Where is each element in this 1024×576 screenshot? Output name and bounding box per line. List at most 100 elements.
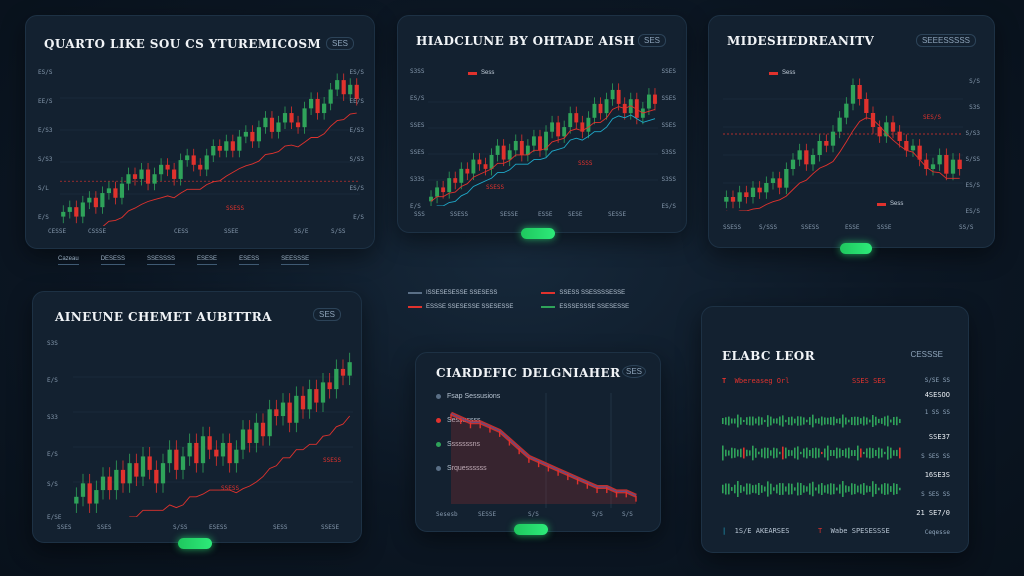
candle (429, 196, 433, 202)
panel-badge[interactable]: SES (312, 308, 341, 321)
candle (897, 131, 902, 141)
y-tick: S3S (47, 340, 58, 347)
volume-bar (887, 415, 889, 427)
order-label: Wbereaseg Orl (734, 377, 790, 385)
footer-value: Ceqesse (924, 529, 950, 536)
candle (646, 94, 651, 109)
live-indicator-pill[interactable] (514, 524, 548, 535)
footer-item[interactable]: | 1S/E AKEARSES (722, 527, 789, 535)
volume-bar (743, 486, 745, 492)
volume-bar (815, 487, 817, 491)
tab[interactable]: DESESS (100, 256, 126, 265)
volume-bar (866, 417, 868, 425)
panel-badge[interactable]: CESSSE (910, 350, 943, 359)
volume-bar (764, 486, 766, 492)
panel-badge[interactable]: SES (621, 365, 646, 378)
volume-bar (896, 416, 898, 426)
list-item[interactable]: Sssssssns (436, 441, 500, 448)
volume-bar (812, 481, 814, 497)
candle (276, 122, 281, 132)
legend-row: ISSESESESSE SSESESS (408, 290, 513, 296)
tab[interactable]: SSESSSS (147, 256, 176, 265)
volume-bar (767, 481, 769, 497)
candle (87, 483, 92, 504)
candlestick-chart[interactable] (73, 342, 353, 517)
volume-bar (899, 418, 901, 424)
x-tick: SESSE (478, 511, 497, 518)
candle (495, 145, 500, 155)
y-tick: E/S (410, 203, 421, 210)
candle (519, 141, 524, 155)
x-tick: SSESS (450, 211, 469, 218)
candle (134, 463, 139, 477)
volume-bar (857, 445, 859, 461)
volume-bar (737, 414, 739, 428)
footer-item[interactable]: T Wabe SPESESSSE (818, 527, 890, 535)
candle (574, 113, 579, 123)
candle (328, 89, 333, 104)
tab[interactable]: SEESSSE (281, 256, 310, 265)
live-indicator-pill[interactable] (178, 538, 212, 549)
legend-item: Sess (769, 70, 795, 76)
candle (857, 85, 862, 99)
volume-bar (863, 416, 865, 426)
tab[interactable]: ESESE (197, 256, 218, 265)
volume-bar (737, 449, 739, 457)
panel-badge[interactable]: SES (325, 37, 354, 50)
bullet-icon (436, 394, 441, 399)
candle (132, 174, 138, 179)
volume-bar (800, 416, 802, 426)
volume-bars[interactable] (722, 403, 902, 507)
candle (348, 84, 353, 95)
x-tick: CSSSE (88, 228, 107, 235)
volume-bar (746, 417, 748, 425)
panel-title: HIADCLUNE BY OHTADE AISH (416, 34, 636, 48)
x-tick: CESS (174, 228, 189, 235)
candle (525, 145, 530, 155)
sell-marker-icon: T (722, 377, 727, 385)
panel-badge[interactable]: SES (637, 34, 666, 47)
list-item[interactable]: Fsap Sessusions (436, 393, 500, 400)
tab[interactable]: ESESS (239, 256, 260, 265)
volume-bar (881, 484, 883, 494)
volume-bar (851, 483, 853, 495)
candle (610, 89, 615, 100)
list-item[interactable]: Srquessssss (436, 465, 500, 472)
panel-market-overview: QUARTO LIKE SOU CS YTUREMICOSM SES ES/S … (25, 15, 375, 249)
candlestick-chart[interactable] (428, 76, 658, 206)
order-row[interactable]: T Wbereaseg Orl (722, 377, 789, 385)
price-level: SSE37 (928, 433, 950, 441)
candle (180, 456, 186, 470)
candlestick-chart[interactable] (723, 71, 963, 211)
volume-bar (773, 487, 775, 491)
candle (256, 127, 261, 142)
live-indicator-pill[interactable] (521, 228, 555, 239)
candle (950, 159, 956, 174)
price-level: 21 SE7/0 (916, 509, 950, 517)
price-annotation: SSSS (578, 160, 593, 167)
candle (777, 178, 782, 188)
bullet-icon (436, 442, 441, 447)
volume-bar (833, 450, 835, 456)
legend-item: Sess (877, 201, 903, 207)
volume-bar (857, 416, 859, 426)
tab[interactable]: Cazeau (58, 256, 79, 265)
depth-area-chart[interactable] (431, 393, 646, 508)
volume-bar (854, 483, 856, 495)
volume-bar (797, 446, 799, 460)
volume-bar (743, 447, 745, 459)
volume-bar (860, 448, 862, 458)
candlestick-chart[interactable] (60, 66, 360, 226)
live-indicator-pill[interactable] (840, 243, 872, 254)
volume-bar (812, 414, 814, 428)
candle (191, 155, 196, 165)
candle (784, 169, 789, 188)
volume-bar (746, 483, 748, 495)
volume-bar (830, 417, 832, 425)
candle (334, 368, 339, 390)
panel-title: AINEUNE CHEMET AUBITTRA (55, 310, 272, 324)
panel-badge[interactable]: SEEESSSSS (915, 34, 976, 47)
volume-bar (878, 487, 880, 491)
volume-bar (791, 483, 793, 495)
volume-bar (785, 419, 787, 423)
